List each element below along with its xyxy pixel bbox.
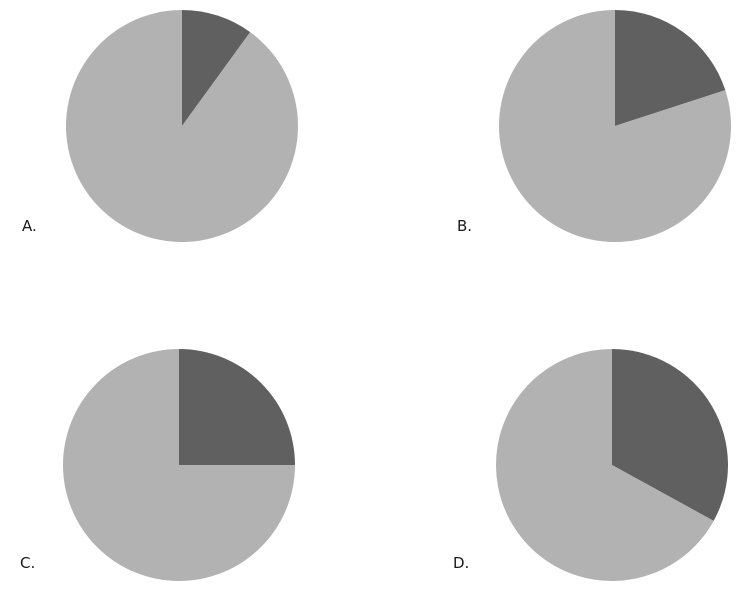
option-label-b: B. xyxy=(457,217,473,235)
pie-slice-highlight xyxy=(182,10,251,126)
pie-slice-highlight xyxy=(179,349,295,465)
pie-chart-c xyxy=(63,349,295,581)
pie-chart-b xyxy=(498,10,731,242)
pie-slice-highlight xyxy=(612,349,728,521)
pie-slice-highlight xyxy=(615,10,726,126)
option-label-d: D. xyxy=(453,554,470,572)
pie-chart-a xyxy=(65,10,298,242)
pie-slice-remainder xyxy=(496,349,714,581)
option-label-a: A. xyxy=(22,217,37,235)
option-label-c: C. xyxy=(20,554,36,572)
pie-slice-remainder xyxy=(63,349,295,581)
pie-slice-remainder xyxy=(65,10,298,242)
pie-slice-remainder xyxy=(498,10,731,242)
pie-chart-d xyxy=(496,349,728,581)
